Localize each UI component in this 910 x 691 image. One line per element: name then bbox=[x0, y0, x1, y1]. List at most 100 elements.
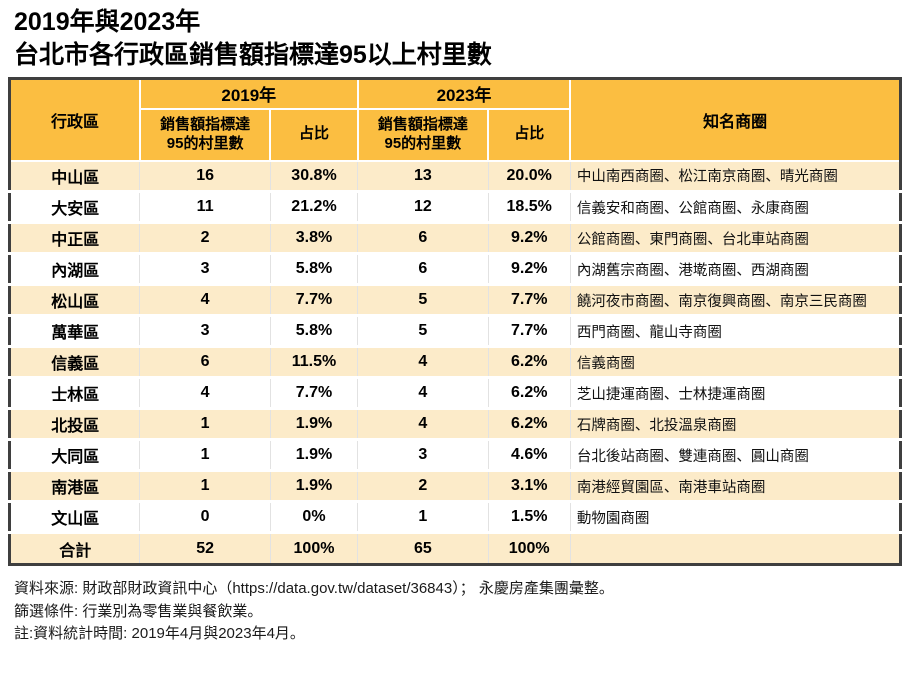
table-row: 中正區 2 3.8% 6 9.2% 公館商圈、東門商圈、台北車站商圈 bbox=[9, 222, 901, 255]
table-row: 文山區 0 0% 1 1.5% 動物園商圈 bbox=[9, 501, 901, 534]
footnote-period: 註:資料統計時間: 2019年4月與2023年4月。 bbox=[14, 625, 305, 642]
page-title: 2019年與2023年 台北市各行政區銷售額指標達95以上村里數 bbox=[0, 0, 910, 77]
cell-famous-areas: 台北後站商圈、雙連商圈、圓山商圈 bbox=[569, 439, 901, 472]
cell-share-2019: 1.9% bbox=[269, 408, 358, 441]
cell-share-2023: 3.1% bbox=[487, 470, 571, 503]
district-sales-table: 行政區 2019年 2023年 知名商圈 銷售額指標達 95的村里數 占比 銷售… bbox=[8, 77, 902, 566]
cell-villages-2019: 1 bbox=[139, 408, 271, 441]
total-share-2019: 100% bbox=[269, 532, 358, 565]
cell-villages-2019: 1 bbox=[139, 439, 271, 472]
cell-share-2019: 5.8% bbox=[269, 253, 358, 286]
cell-share-2023: 6.2% bbox=[487, 408, 571, 441]
cell-villages-2023: 1 bbox=[357, 501, 489, 534]
cell-share-2023: 1.5% bbox=[487, 501, 571, 534]
cell-share-2019: 21.2% bbox=[269, 191, 358, 224]
total-row: 合計 52 100% 65 100% bbox=[9, 532, 901, 565]
cell-villages-2019: 1 bbox=[139, 470, 271, 503]
cell-district: 文山區 bbox=[9, 501, 140, 534]
cell-famous-areas: 信義安和商圈、公館商圈、永康商圈 bbox=[569, 191, 901, 224]
cell-district: 大安區 bbox=[9, 191, 140, 224]
cell-share-2023: 20.0% bbox=[487, 160, 571, 193]
cell-villages-2019: 3 bbox=[139, 253, 271, 286]
footnote-filter: 篩選條件: 行業別為零售業與餐飲業。 bbox=[14, 602, 263, 620]
cell-villages-2023: 5 bbox=[357, 315, 489, 348]
cell-share-2023: 7.7% bbox=[487, 315, 571, 348]
cell-villages-2019: 16 bbox=[139, 160, 271, 193]
cell-share-2023: 6.2% bbox=[487, 377, 571, 410]
cell-district: 中正區 bbox=[9, 222, 140, 255]
cell-villages-2023: 12 bbox=[357, 191, 489, 224]
cell-share-2023: 4.6% bbox=[487, 439, 571, 472]
cell-share-2019: 7.7% bbox=[269, 377, 358, 410]
total-share-2023: 100% bbox=[487, 532, 571, 565]
cell-famous-areas: 西門商圈、龍山寺商圈 bbox=[569, 315, 901, 348]
cell-share-2023: 7.7% bbox=[487, 284, 571, 317]
cell-share-2019: 0% bbox=[269, 501, 358, 534]
table-row: 萬華區 3 5.8% 5 7.7% 西門商圈、龍山寺商圈 bbox=[9, 315, 901, 348]
cell-villages-2019: 0 bbox=[139, 501, 271, 534]
table-footer: 合計 52 100% 65 100% bbox=[9, 532, 901, 565]
table-row: 士林區 4 7.7% 4 6.2% 芝山捷運商圈、士林捷運商圈 bbox=[9, 377, 901, 410]
total-areas bbox=[569, 532, 901, 565]
header-share-2019: 占比 bbox=[269, 107, 359, 162]
cell-share-2023: 9.2% bbox=[487, 253, 571, 286]
cell-district: 中山區 bbox=[9, 160, 140, 193]
cell-district: 大同區 bbox=[9, 439, 140, 472]
cell-share-2019: 3.8% bbox=[269, 222, 358, 255]
cell-villages-2023: 4 bbox=[357, 377, 489, 410]
cell-share-2019: 1.9% bbox=[269, 439, 358, 472]
footnote-source: 資料來源: 財政部財政資訊中心（https://data.gov.tw/data… bbox=[14, 580, 614, 597]
cell-villages-2023: 3 bbox=[357, 439, 489, 472]
cell-villages-2019: 2 bbox=[139, 222, 271, 255]
footnotes: 資料來源: 財政部財政資訊中心（https://data.gov.tw/data… bbox=[14, 578, 910, 646]
cell-famous-areas: 芝山捷運商圈、士林捷運商圈 bbox=[569, 377, 901, 410]
header-villages-2023: 銷售額指標達 95的村里數 bbox=[356, 107, 490, 162]
cell-share-2019: 5.8% bbox=[269, 315, 358, 348]
header-villages-2019: 銷售額指標達 95的村里數 bbox=[138, 107, 272, 162]
cell-villages-2023: 6 bbox=[357, 222, 489, 255]
cell-district: 信義區 bbox=[9, 346, 140, 379]
cell-famous-areas: 中山南西商圈、松江南京商圈、晴光商圈 bbox=[569, 160, 901, 193]
table-row: 中山區 16 30.8% 13 20.0% 中山南西商圈、松江南京商圈、晴光商圈 bbox=[9, 160, 901, 193]
cell-villages-2023: 5 bbox=[357, 284, 489, 317]
total-villages-2019: 52 bbox=[139, 532, 271, 565]
table-row: 內湖區 3 5.8% 6 9.2% 內湖舊宗商圈、港墘商圈、西湖商圈 bbox=[9, 253, 901, 286]
cell-share-2023: 9.2% bbox=[487, 222, 571, 255]
cell-famous-areas: 動物園商圈 bbox=[569, 501, 901, 534]
table-row: 信義區 6 11.5% 4 6.2% 信義商圈 bbox=[9, 346, 901, 379]
header-year-2023: 2023年 bbox=[356, 77, 572, 110]
table-row: 松山區 4 7.7% 5 7.7% 饒河夜市商圈、南京復興商圈、南京三民商圈 bbox=[9, 284, 901, 317]
title-line-1: 2019年與2023年 bbox=[14, 8, 201, 36]
header-district: 行政區 bbox=[8, 77, 141, 162]
header-year-2019: 2019年 bbox=[138, 77, 359, 110]
cell-villages-2019: 6 bbox=[139, 346, 271, 379]
header-share-2023: 占比 bbox=[487, 107, 572, 162]
cell-villages-2023: 2 bbox=[357, 470, 489, 503]
cell-district: 內湖區 bbox=[9, 253, 140, 286]
cell-share-2019: 7.7% bbox=[269, 284, 358, 317]
cell-villages-2023: 4 bbox=[357, 408, 489, 441]
table-header: 行政區 2019年 2023年 知名商圈 銷售額指標達 95的村里數 占比 銷售… bbox=[8, 77, 902, 162]
table-row: 大同區 1 1.9% 3 4.6% 台北後站商圈、雙連商圈、圓山商圈 bbox=[9, 439, 901, 472]
cell-villages-2023: 6 bbox=[357, 253, 489, 286]
table-body: 中山區 16 30.8% 13 20.0% 中山南西商圈、松江南京商圈、晴光商圈 大安區 11… bbox=[9, 160, 901, 534]
cell-district: 萬華區 bbox=[9, 315, 140, 348]
title-line-2: 台北市各行政區銷售額指標達95以上村里數 bbox=[14, 40, 492, 69]
cell-district: 士林區 bbox=[9, 377, 140, 410]
header-row-groups: 行政區 2019年 2023年 知名商圈 bbox=[8, 77, 902, 162]
cell-famous-areas: 饒河夜市商圈、南京復興商圈、南京三民商圈 bbox=[569, 284, 901, 317]
cell-famous-areas: 石牌商圈、北投溫泉商圈 bbox=[569, 408, 901, 441]
cell-famous-areas: 南港經貿園區、南港車站商圈 bbox=[569, 470, 901, 503]
cell-share-2023: 6.2% bbox=[487, 346, 571, 379]
cell-villages-2019: 11 bbox=[139, 191, 271, 224]
total-villages-2023: 65 bbox=[357, 532, 489, 565]
table-row: 南港區 1 1.9% 2 3.1% 南港經貿園區、南港車站商圈 bbox=[9, 470, 901, 503]
header-row-subs: 銷售額指標達 95的村里數 占比 銷售額指標達 95的村里數 占比 bbox=[10, 107, 901, 162]
cell-villages-2019: 4 bbox=[139, 377, 271, 410]
cell-share-2023: 18.5% bbox=[487, 191, 571, 224]
cell-district: 松山區 bbox=[9, 284, 140, 317]
header-famous-areas: 知名商圈 bbox=[569, 77, 902, 162]
cell-famous-areas: 內湖舊宗商圈、港墘商圈、西湖商圈 bbox=[569, 253, 901, 286]
cell-share-2019: 30.8% bbox=[269, 160, 358, 193]
